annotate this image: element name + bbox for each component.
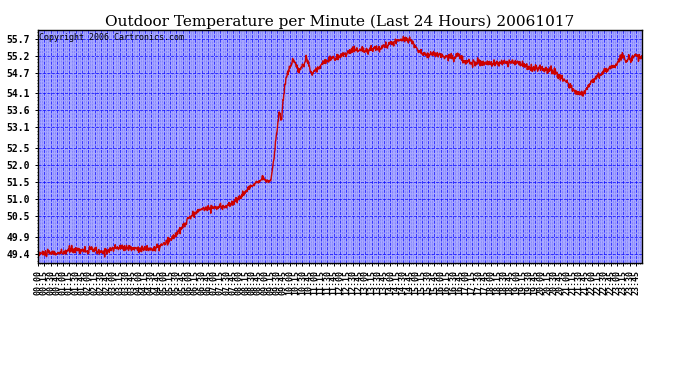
Title: Outdoor Temperature per Minute (Last 24 Hours) 20061017: Outdoor Temperature per Minute (Last 24 … bbox=[105, 15, 575, 29]
Text: Copyright 2006 Cartronics.com: Copyright 2006 Cartronics.com bbox=[39, 33, 184, 42]
